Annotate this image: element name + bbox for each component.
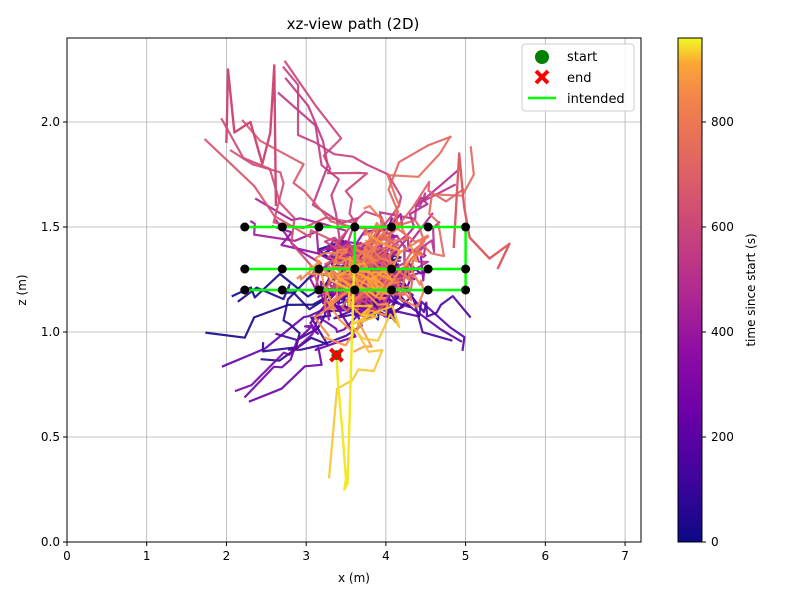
intended-waypoint [240, 285, 250, 295]
plot-frame [66, 37, 642, 543]
colorbar-tick-label: 200 [711, 430, 734, 444]
legend-start-marker [535, 50, 549, 64]
legend-end-marker [534, 69, 550, 85]
colorbar-tick-label: 600 [711, 220, 734, 234]
trajectory-segment [335, 268, 356, 491]
x-tick-label: 3 [302, 549, 310, 563]
y-tick-label: 0.0 [41, 535, 60, 549]
legend-end-label: end [567, 71, 592, 86]
colorbar [677, 37, 703, 543]
x-axis-ticks: 0 1 2 3 4 5 6 7 [63, 542, 629, 563]
intended-waypoint [423, 285, 433, 295]
y-tick-label: 1.5 [41, 220, 60, 234]
x-axis-label: x (m) [338, 571, 370, 585]
y-tick-label: 2.0 [41, 115, 60, 129]
trajectory-paths [203, 60, 511, 491]
x-tick-label: 7 [621, 549, 629, 563]
intended-waypoint [461, 285, 471, 295]
trajectory-segment [327, 272, 401, 479]
intended-waypoint [461, 222, 471, 232]
intended-waypoint [350, 222, 360, 232]
intended-waypoint [277, 264, 287, 274]
intended-waypoint [314, 222, 324, 232]
y-axis-ticks: 0.0 0.5 1.0 1.5 2.0 [41, 115, 67, 549]
intended-waypoint [314, 285, 324, 295]
intended-waypoint [386, 285, 396, 295]
trajectory-segment [452, 152, 511, 270]
colorbar-tick-label: 800 [711, 115, 734, 129]
trajectory-segment [225, 64, 278, 207]
intended-waypoint [277, 222, 287, 232]
trajectory-segment [348, 232, 402, 353]
intended-waypoint [386, 264, 396, 274]
x-tick-label: 0 [63, 549, 71, 563]
intended-waypoint [461, 264, 471, 274]
colorbar-label: time since start (s) [744, 233, 758, 346]
x-tick-label: 5 [462, 549, 470, 563]
y-axis-label: z (m) [15, 274, 29, 305]
intended-waypoint [240, 222, 250, 232]
trajectory-segment [275, 280, 395, 342]
end-marker [329, 347, 344, 363]
start-end-markers [329, 347, 344, 363]
intended-waypoint [350, 264, 360, 274]
intended-waypoint [423, 222, 433, 232]
trajectory-segment [363, 204, 429, 309]
legend: start end intended [521, 43, 635, 112]
legend-box [521, 43, 635, 112]
intended-waypoint [386, 222, 396, 232]
colorbar-ticks: 0 200 400 600 800 [702, 115, 734, 549]
intended-waypoint [314, 264, 324, 274]
colorbar-tick-label: 400 [711, 325, 734, 339]
intended-path [240, 222, 471, 295]
x-tick-label: 2 [223, 549, 231, 563]
intended-waypoint [423, 264, 433, 274]
x-tick-label: 1 [143, 549, 151, 563]
colorbar-tick-label: 0 [711, 535, 719, 549]
trajectory-segment [296, 223, 399, 291]
intended-waypoint [350, 285, 360, 295]
intended-waypoint [240, 264, 250, 274]
intended-waypoint [277, 285, 287, 295]
y-tick-label: 1.0 [41, 325, 60, 339]
y-tick-label: 0.5 [41, 430, 60, 444]
legend-intended-label: intended [567, 92, 625, 107]
chart-title: xz-view path (2D) [287, 15, 420, 33]
x-tick-label: 4 [382, 549, 390, 563]
x-tick-label: 6 [542, 549, 550, 563]
legend-start-label: start [567, 50, 597, 65]
